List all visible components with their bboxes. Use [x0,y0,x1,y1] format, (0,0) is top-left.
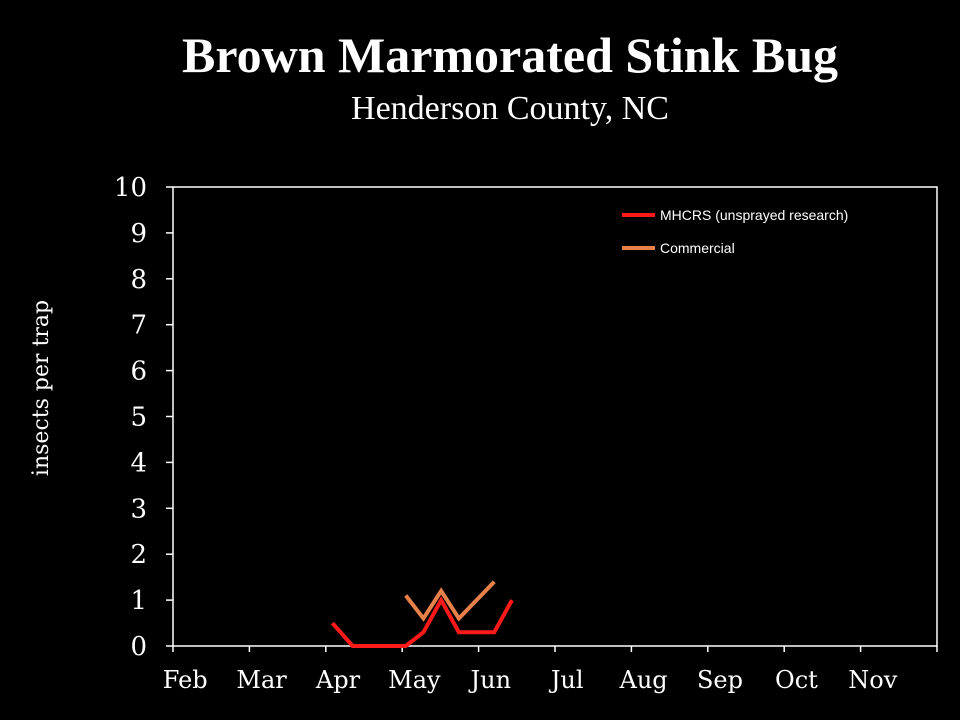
plot-area [172,186,938,647]
x-axis: Feb Mar Apr May Jun Jul Aug Sep Oct Nov [163,646,938,694]
chart-subtitle: Henderson County, NC [351,90,669,127]
x-tick-label: Feb [163,666,208,694]
chart-title: Brown Marmorated Stink Bug [181,27,839,83]
legend-label: MHCRS (unsprayed research) [660,207,848,223]
y-tick-label: 8 [130,265,147,295]
series-layer [330,580,514,648]
legend-label: Commercial [660,240,735,256]
series-line-mhcrs [330,595,514,648]
x-tick-label: Sep [697,666,743,694]
y-tick-label: 1 [130,586,147,616]
x-tick-label: Nov [848,666,897,694]
x-tick-label: May [388,666,441,694]
x-tick-label: Jun [468,666,512,694]
x-tick-label: Aug [619,666,668,694]
y-axis-label: insects per trap [29,300,54,476]
y-axis: 0 1 2 3 4 5 6 7 8 9 10 [114,173,173,662]
y-tick-label: 3 [130,494,147,524]
x-tick-label: Apr [315,666,361,694]
y-tick-label: 4 [130,448,147,478]
x-tick-label: Mar [236,666,287,694]
x-tick-label: Oct [775,666,818,694]
y-tick-label: 7 [130,311,147,341]
y-tick-label: 9 [130,219,147,249]
y-tick-label: 10 [114,173,147,203]
y-tick-label: 2 [130,540,147,570]
series-line-commercial [404,580,496,622]
y-tick-label: 6 [130,357,147,387]
y-tick-label: 5 [130,403,147,433]
x-tick-label: Jul [548,666,584,694]
y-tick-label: 0 [130,632,147,662]
legend: MHCRS (unsprayed research) Commercial [622,207,848,256]
